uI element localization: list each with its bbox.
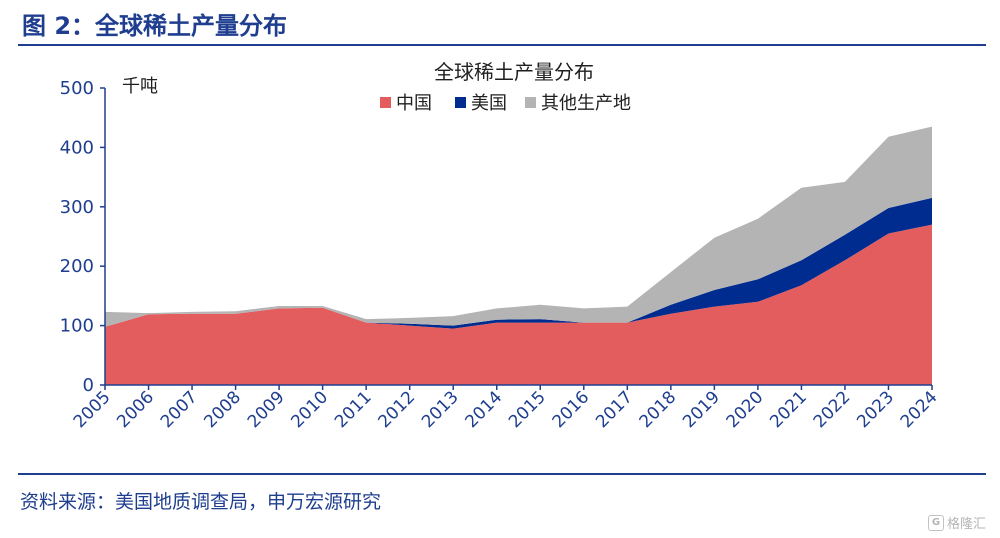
area-series-1 (105, 224, 932, 385)
chart-title: 全球稀土产量分布 (434, 60, 594, 84)
top-divider (18, 44, 986, 46)
figure-title: 图 2：全球稀土产量分布 (22, 12, 288, 40)
x-tick-label: 2006 (113, 387, 158, 432)
y-tick-label: 300 (60, 197, 94, 218)
x-tick-label: 2022 (810, 387, 855, 432)
x-tick-label: 2015 (505, 387, 550, 432)
legend-label-3: 其他生产地 (541, 93, 631, 114)
area-series-2 (105, 197, 932, 329)
area-series-group (105, 126, 932, 385)
legend-label-1: 中国 (396, 93, 432, 114)
watermark-text: 格隆汇 (946, 517, 986, 532)
legend-swatch-2 (455, 97, 466, 108)
y-tick-label: 100 (60, 316, 94, 337)
source-note: 资料来源：美国地质调查局，申万宏源研究 (20, 491, 382, 513)
g-logo-icon: G (927, 514, 944, 531)
x-tick-label: 2007 (157, 387, 202, 432)
x-tick-label: 2019 (679, 387, 724, 432)
x-tick-label: 2012 (374, 387, 419, 432)
x-tick-label: 2018 (636, 387, 681, 432)
x-tick-label: 2008 (200, 387, 245, 432)
x-tick-label: 2009 (244, 387, 289, 432)
stacked-area-chart: 0100200300400500200520062007200820092010… (60, 60, 942, 432)
x-tick-label: 2024 (897, 387, 942, 432)
y-tick-label: 0 (83, 375, 94, 396)
x-tick-label: 2011 (331, 387, 376, 432)
x-tick-label: 2016 (549, 387, 594, 432)
x-tick-label: 2014 (462, 387, 507, 432)
x-tick-label: 2020 (723, 387, 768, 432)
x-tick-label: 2017 (592, 387, 637, 432)
x-tick-label: 2023 (853, 387, 898, 432)
legend-swatch-1 (380, 97, 391, 108)
x-tick-label: 2021 (766, 387, 811, 432)
y-tick-label: 500 (60, 78, 94, 99)
y-tick-label: 200 (60, 256, 94, 277)
x-tick-label: 2010 (287, 387, 332, 432)
legend-label-2: 美国 (471, 93, 507, 114)
area-series-3 (105, 126, 932, 327)
chart-legend: 中国 美国 其他生产地 (380, 93, 631, 114)
y-tick-label: 400 (60, 137, 94, 158)
legend-swatch-3 (525, 97, 536, 108)
bottom-divider (18, 473, 986, 475)
watermark: G 格隆汇 (927, 513, 986, 532)
y-unit-label: 千吨 (122, 76, 158, 97)
x-tick-label: 2013 (418, 387, 463, 432)
